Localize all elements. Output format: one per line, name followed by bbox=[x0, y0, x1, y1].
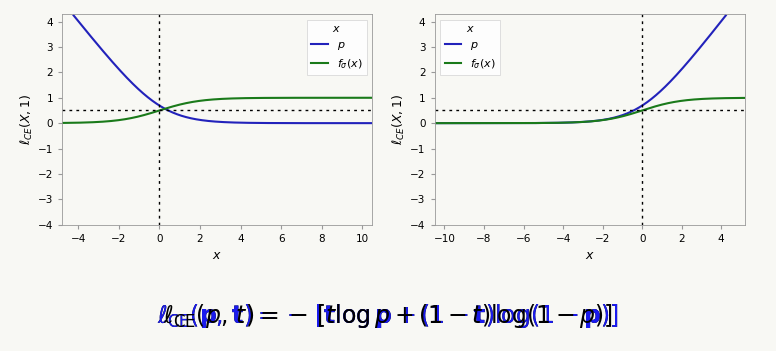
$f_\sigma(x)$ bbox=[430, 121, 439, 125]
Line: $p$: $p$ bbox=[74, 15, 372, 123]
$p$ bbox=[549, 121, 558, 125]
$p$ bbox=[368, 121, 377, 125]
$p$ bbox=[483, 121, 493, 125]
$f_\sigma(x)$ bbox=[701, 97, 710, 101]
$p$ bbox=[176, 113, 185, 118]
Line: $f_\sigma(x)$: $f_\sigma(x)$ bbox=[62, 98, 372, 123]
Line: $p$: $p$ bbox=[435, 15, 726, 123]
$f_\sigma(x)$ bbox=[368, 96, 377, 100]
$f_\sigma(x)$ bbox=[176, 102, 185, 106]
$f_\sigma(x)$ bbox=[466, 121, 475, 125]
Line: $f_\sigma(x)$: $f_\sigma(x)$ bbox=[435, 98, 745, 123]
$f_\sigma(x)$ bbox=[563, 120, 572, 125]
$f_\sigma(x)$ bbox=[190, 99, 199, 104]
$f_\sigma(x)$ bbox=[57, 121, 67, 125]
$f_\sigma(x)$ bbox=[328, 96, 338, 100]
$p$ bbox=[362, 121, 371, 125]
Legend: $p$, $f_\sigma(x)$: $p$, $f_\sigma(x)$ bbox=[307, 20, 367, 75]
$f_\sigma(x)$ bbox=[111, 118, 120, 122]
Legend: $p$, $f_\sigma(x)$: $p$, $f_\sigma(x)$ bbox=[440, 20, 500, 75]
$f_\sigma(x)$ bbox=[734, 96, 743, 100]
$f_\sigma(x)$ bbox=[93, 120, 102, 124]
$p$ bbox=[701, 39, 710, 43]
Text: $\ell_{\mathrm{CE}}(\mathbf{p},\, \mathbf{t}) = -\,[\mathbf{t}\log\mathbf{p} + (: $\ell_{\mathrm{CE}}(\mathbf{p},\, \mathb… bbox=[157, 302, 619, 330]
Text: $\ell_{\mathrm{CE}}(\mathit{p},\, \mathit{t}) = -\,[\mathit{t}\log \mathit{p} + : $\ell_{\mathrm{CE}}(\mathit{p},\, \mathi… bbox=[163, 302, 613, 330]
$p$ bbox=[190, 117, 199, 121]
Y-axis label: $\ell_{CE}(X, 1)$: $\ell_{CE}(X, 1)$ bbox=[391, 94, 407, 145]
Y-axis label: $\ell_{CE}(X, 1)$: $\ell_{CE}(X, 1)$ bbox=[19, 94, 35, 145]
$p$ bbox=[93, 42, 102, 47]
$p$ bbox=[328, 121, 338, 125]
X-axis label: $x$: $x$ bbox=[213, 249, 222, 262]
$p$ bbox=[563, 120, 572, 125]
Text: $\ell_{\mathrm{CE}}(\mathbf{p},\, \mathbf{t}) = -\,[\mathbf{t}\log\mathbf{p} + (: $\ell_{\mathrm{CE}}(\mathbf{p},\, \mathb… bbox=[157, 302, 619, 330]
$f_\sigma(x)$ bbox=[740, 96, 750, 100]
$f_\sigma(x)$ bbox=[483, 121, 493, 125]
X-axis label: $x$: $x$ bbox=[585, 249, 594, 262]
$p$ bbox=[466, 121, 475, 125]
$f_\sigma(x)$ bbox=[549, 121, 558, 125]
$p$ bbox=[111, 64, 120, 68]
$p$ bbox=[430, 121, 439, 125]
$f_\sigma(x)$ bbox=[362, 96, 371, 100]
